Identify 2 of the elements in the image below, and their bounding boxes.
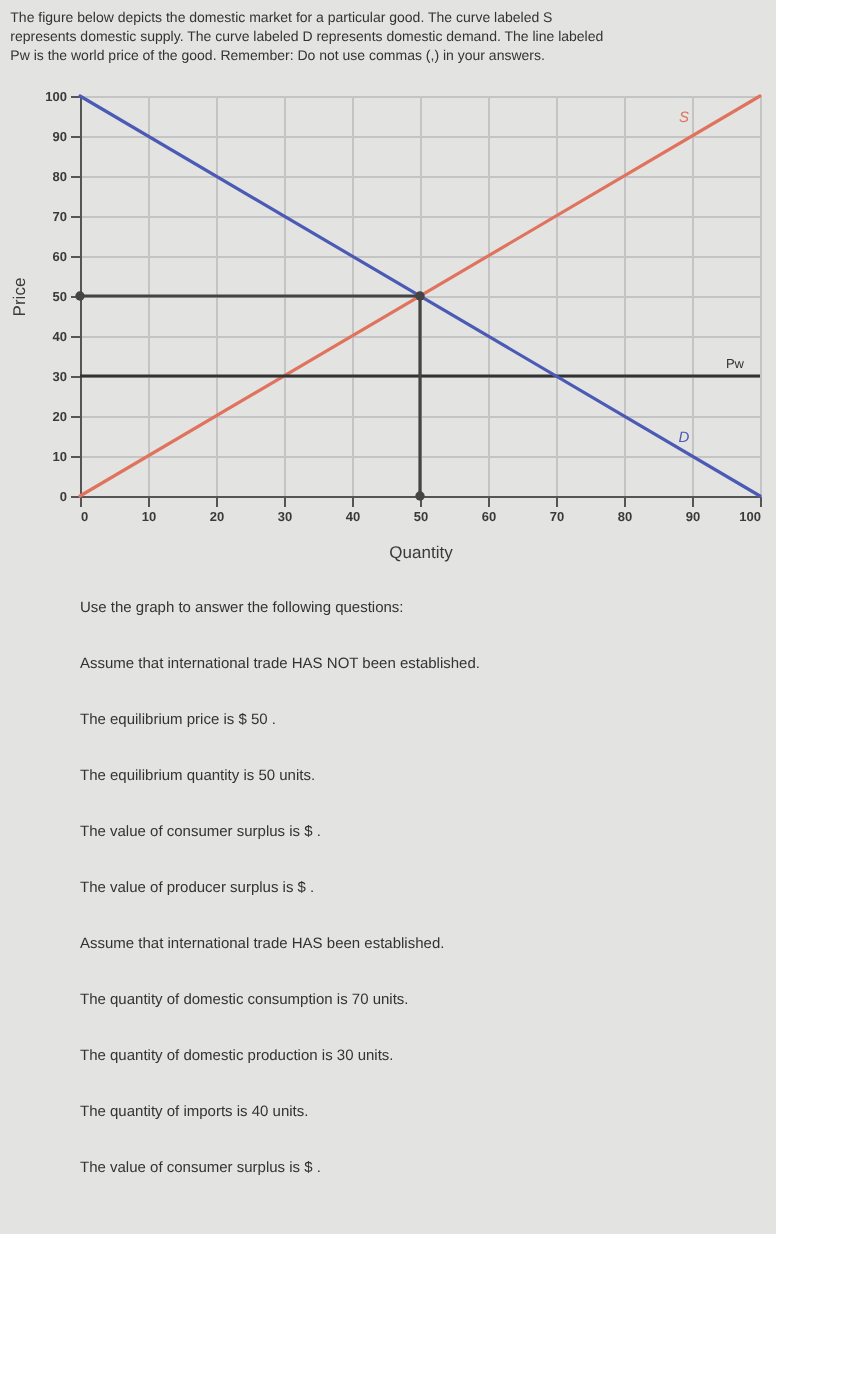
y-axis-title: Price bbox=[9, 277, 30, 317]
x-axis-title: Quantity bbox=[389, 542, 455, 562]
